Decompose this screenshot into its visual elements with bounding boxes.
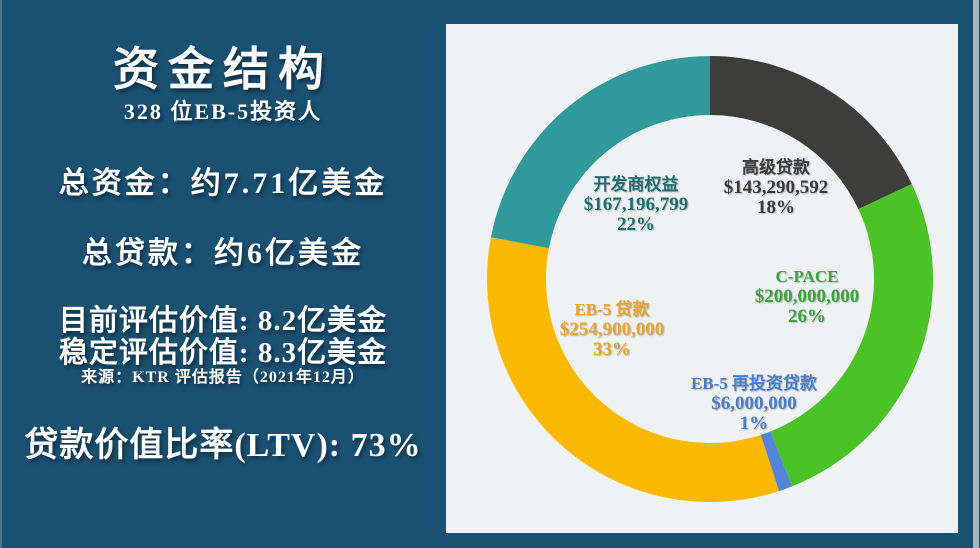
slice-name: C-PACE	[775, 267, 839, 286]
current-appraised-value: 目前评估价值: 8.2亿美金	[58, 305, 388, 337]
slice-label-eb5-loan: EB-5 贷款 $254,900,000 33%	[560, 300, 665, 360]
ltv-ratio: 贷款价值比率(LTV): 73%	[24, 427, 422, 464]
donut-slice	[710, 56, 912, 210]
donut-slice	[770, 184, 934, 487]
slice-percent: 22%	[617, 214, 655, 235]
slice-amount: $254,900,000	[559, 319, 665, 340]
summary-panel: 资金结构 328 位EB-5投资人 总资金：约7.71亿美金 总贷款：约6亿美金…	[0, 0, 446, 548]
slice-name: EB-5 再投资贷款	[690, 374, 818, 393]
total-capital-line: 总资金：约7.71亿美金	[58, 167, 388, 200]
slice-amount: $143,290,592	[723, 177, 829, 198]
left-edge-strip	[0, 0, 2, 548]
slice-amount: $167,196,799	[583, 194, 689, 215]
slice-amount: $6,000,000	[711, 393, 797, 414]
slice-label-senior-loan: 高级贷款 $143,290,592 18%	[724, 158, 829, 218]
slice-label-developer-equity: 开发商权益 $167,196,799 22%	[584, 175, 689, 235]
slice-amount: $200,000,000	[754, 286, 860, 307]
donut-slice	[490, 56, 710, 249]
slice-percent: 18%	[757, 197, 795, 218]
right-edge-strip	[973, 0, 979, 548]
slice-percent: 33%	[593, 339, 631, 360]
stabilized-appraised-value: 稳定评估价值: 8.3亿美金	[58, 337, 388, 369]
donut-slice	[760, 431, 793, 492]
appraisal-source: 来源：KTR 评估报告（2021年12月）	[81, 369, 365, 386]
donut-chart	[486, 56, 934, 503]
page-title: 资金结构	[113, 44, 333, 95]
slice-name: 高级贷款	[742, 158, 810, 177]
investor-count: 328 位EB-5投资人	[123, 99, 323, 124]
slice-label-cpace: C-PACE $200,000,000 26%	[755, 267, 860, 327]
donut-slice	[486, 237, 779, 503]
slice-name: EB-5 贷款	[574, 300, 650, 319]
total-loan-line: 总贷款：约6亿美金	[82, 237, 364, 270]
chart-panel: 高级贷款 $143,290,592 18% C-PACE $200,000,00…	[446, 24, 958, 533]
slice-name: 开发商权益	[593, 175, 679, 194]
slice-percent: 26%	[788, 306, 826, 327]
slice-percent: 1%	[739, 413, 769, 434]
slice-label-eb5-reinvestment-loan: EB-5 再投资贷款 $6,000,000 1%	[691, 374, 817, 434]
